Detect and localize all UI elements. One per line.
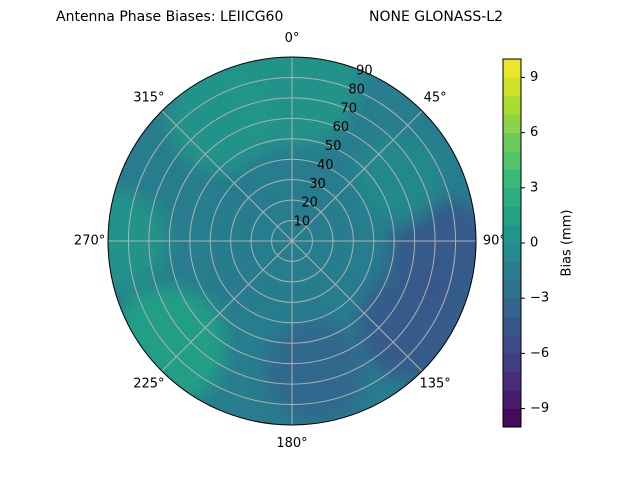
colorbar-label: Bias (mm) bbox=[560, 210, 575, 277]
chart-subtitle: NONE GLONASS-L2 bbox=[369, 9, 504, 25]
bias-field bbox=[108, 57, 476, 425]
colorbar-tick--9: −9 bbox=[530, 401, 549, 416]
field-southeast bbox=[357, 270, 468, 381]
colorbar-level-13 bbox=[503, 169, 521, 189]
polar-frame bbox=[107, 56, 477, 426]
grid-spoke-315 bbox=[161, 110, 293, 242]
r-tick-70: 70 bbox=[340, 101, 357, 116]
colorbar-tick-0: 0 bbox=[530, 236, 538, 251]
colorbar-level-2 bbox=[503, 371, 521, 391]
theta-tick-270: 270° bbox=[74, 234, 105, 249]
colorbar-level-11 bbox=[503, 206, 521, 226]
r-tick-60: 60 bbox=[333, 120, 350, 135]
theta-tick-180: 180° bbox=[276, 436, 307, 451]
colorbar-tick--3: −3 bbox=[530, 291, 549, 306]
grid-spoke-225 bbox=[161, 240, 293, 372]
theta-tick-135: 135° bbox=[419, 377, 450, 392]
r-tick-50: 50 bbox=[325, 139, 342, 154]
colorbar-level-7 bbox=[503, 279, 521, 299]
theta-tick-0: 0° bbox=[285, 31, 300, 46]
theta-tick-315: 315° bbox=[133, 90, 164, 105]
colorbar-tick-3: 3 bbox=[530, 180, 538, 195]
theta-tick-225: 225° bbox=[133, 377, 164, 392]
colorbar-level-12 bbox=[503, 187, 521, 207]
theta-tick-labels: 0° 45° 90° 135° 180° 225° 270° 315° bbox=[74, 31, 506, 451]
colorbar-tick--6: −6 bbox=[530, 346, 549, 361]
grid-spoke-135 bbox=[291, 240, 423, 372]
colorbar-level-8 bbox=[503, 261, 521, 281]
radius-tick-labels: 10 20 30 40 50 60 70 80 90 bbox=[294, 64, 373, 230]
grid-spoke-45 bbox=[291, 110, 423, 242]
polar-grid bbox=[108, 57, 476, 425]
colorbar-level-17 bbox=[503, 95, 521, 115]
colorbar-level-18 bbox=[503, 77, 521, 97]
colorbar-level-19 bbox=[503, 59, 521, 78]
colorbar-level-5 bbox=[503, 316, 521, 336]
colorbar: −9 −6 −3 0 3 6 9 Bias (mm) bbox=[502, 58, 575, 428]
colorbar-level-0 bbox=[503, 408, 521, 428]
r-tick-90: 90 bbox=[356, 64, 373, 79]
r-tick-40: 40 bbox=[317, 158, 334, 173]
colorbar-level-14 bbox=[503, 151, 521, 170]
chart-title: Antenna Phase Biases: LEIICG60 bbox=[56, 9, 284, 25]
colorbar-level-6 bbox=[503, 298, 521, 318]
colorbar-level-3 bbox=[503, 353, 521, 373]
r-tick-10: 10 bbox=[294, 215, 311, 230]
colorbar-level-10 bbox=[503, 224, 521, 244]
colorbar-tick-6: 6 bbox=[530, 125, 538, 140]
r-tick-80: 80 bbox=[348, 82, 365, 97]
theta-tick-90: 90° bbox=[483, 234, 506, 249]
colorbar-tick-9: 9 bbox=[530, 70, 538, 85]
r-tick-20: 20 bbox=[301, 196, 318, 211]
colorbar-level-4 bbox=[503, 335, 521, 354]
theta-tick-45: 45° bbox=[424, 90, 447, 105]
r-tick-30: 30 bbox=[309, 177, 326, 192]
colorbar-level-1 bbox=[503, 390, 521, 410]
colorbar-level-15 bbox=[503, 132, 521, 152]
colorbar-level-9 bbox=[503, 243, 521, 262]
colorbar-level-16 bbox=[503, 114, 521, 134]
